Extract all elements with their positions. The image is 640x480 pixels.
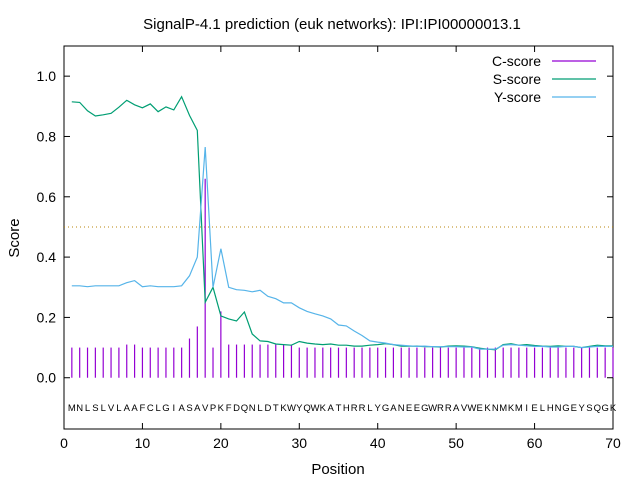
- sequence-letter: D: [264, 403, 271, 414]
- sequence-letter: R: [445, 403, 452, 414]
- sequence-letter: L: [85, 403, 90, 414]
- y-tick-label: 0.2: [37, 309, 57, 325]
- sequence-letter: I: [525, 403, 528, 414]
- y-scoreline: [71, 146, 613, 350]
- sequence-letter: L: [540, 403, 545, 414]
- sequence-letter: M: [499, 403, 507, 414]
- sequence-letter: H: [547, 403, 554, 414]
- sequence-letter: R: [437, 403, 444, 414]
- sequence-letter: A: [178, 403, 185, 414]
- sequence-letter: K: [508, 403, 515, 414]
- sequence-letter: K: [280, 403, 287, 414]
- x-tick-label: 30: [291, 435, 307, 451]
- sequence-letter: A: [453, 403, 460, 414]
- sequence-letter: E: [571, 403, 577, 414]
- sequence-letter: N: [76, 403, 83, 414]
- y-tick-label: 0.4: [37, 249, 57, 265]
- sequence-letter: G: [382, 403, 389, 414]
- sequence-letter: E: [406, 403, 412, 414]
- sequence-letter: M: [515, 403, 523, 414]
- sequence-letter: V: [461, 403, 468, 414]
- sequence-letter: L: [101, 403, 106, 414]
- sequence-letter: L: [116, 403, 121, 414]
- x-tick-label: 20: [213, 435, 229, 451]
- sequence-letter: N: [555, 403, 562, 414]
- sequence-letter: Q: [241, 403, 248, 414]
- x-axis-label: Position: [311, 461, 364, 478]
- sequence-letter: A: [124, 403, 131, 414]
- sequence-letter: T: [336, 403, 342, 414]
- sequence-letter: A: [131, 403, 138, 414]
- y-tick-label: 1.0: [37, 68, 57, 84]
- sequence-letter: E: [476, 403, 482, 414]
- sequence-letter: Q: [594, 403, 601, 414]
- chart-title: SignalP-4.1 prediction (euk networks): I…: [143, 16, 521, 33]
- sequence-letter: P: [210, 403, 216, 414]
- sequence-letter: K: [218, 403, 225, 414]
- sequence-letter: L: [155, 403, 160, 414]
- plot-border: [63, 45, 614, 430]
- legend: C-score S-score Y-score: [492, 53, 596, 105]
- sequence-letter: T: [273, 403, 279, 414]
- sequence-letter: V: [202, 403, 209, 414]
- x-tick-label: 10: [135, 435, 151, 451]
- y-tick-label: 0.6: [37, 189, 57, 205]
- sequence-letter: V: [108, 403, 115, 414]
- sequence-letter: G: [421, 403, 428, 414]
- x-tick-label: 60: [527, 435, 543, 451]
- sequence-letter: Y: [296, 403, 303, 414]
- sequence-letter: F: [140, 403, 146, 414]
- sequence-letter: A: [327, 403, 334, 414]
- sequence-letter: A: [390, 403, 397, 414]
- sequence-letter: H: [343, 403, 350, 414]
- sequence-letter: Q: [303, 403, 310, 414]
- sequence-letter: W: [467, 403, 476, 414]
- sequence-letter: W: [310, 403, 319, 414]
- sequence-letter: E: [531, 403, 537, 414]
- sequence-letter: M: [68, 403, 76, 414]
- sequence-letter: S: [586, 403, 592, 414]
- sequence-letter: Y: [375, 403, 382, 414]
- sequence-letter: N: [249, 403, 256, 414]
- score-lines: [71, 95, 613, 351]
- sequence-letter: F: [226, 403, 232, 414]
- sequence-letter: G: [162, 403, 169, 414]
- sequence-letter: R: [351, 403, 358, 414]
- sequence-letter: S: [92, 403, 98, 414]
- x-tick-label: 70: [605, 435, 621, 451]
- y-axis-label: Score: [6, 218, 23, 257]
- x-tick-label: 50: [448, 435, 464, 451]
- sequence-letter: I: [172, 403, 175, 414]
- sequence-letter: G: [601, 403, 608, 414]
- sequence-letter: A: [194, 403, 201, 414]
- sequence-letter: L: [257, 403, 262, 414]
- sequence-letter: D: [233, 403, 240, 414]
- sequence-letter: S: [186, 403, 192, 414]
- legend-label: Y-score: [494, 89, 541, 105]
- sequence-letter: K: [610, 403, 617, 414]
- sequence-letter: K: [484, 403, 491, 414]
- sequence-letter: K: [320, 403, 327, 414]
- legend-label: S-score: [493, 71, 541, 87]
- sequence-letter: G: [562, 403, 569, 414]
- sequence-letter: C: [147, 403, 154, 414]
- sequence-letter: W: [287, 403, 296, 414]
- sequence-letter: R: [359, 403, 366, 414]
- s-scoreline: [71, 95, 613, 351]
- y-tick-label: 0.0: [37, 370, 57, 386]
- c-score-impulses: [71, 178, 614, 378]
- x-tick-label: 0: [60, 435, 68, 451]
- sequence-letter: L: [367, 403, 372, 414]
- sequence-letter: E: [414, 403, 420, 414]
- sequence-letter: Y: [578, 403, 585, 414]
- sequence-letter: N: [492, 403, 499, 414]
- x-tick-label: 40: [370, 435, 386, 451]
- sequence-letter: W: [428, 403, 437, 414]
- legend-label: C-score: [492, 53, 541, 69]
- sequence-letter: N: [398, 403, 405, 414]
- y-tick-label: 0.8: [37, 128, 57, 144]
- axis-ticks: 0 10 20 30 40 50 60 70 0.0 0.2 0.4 0.6 0.8 1.0: [37, 46, 621, 451]
